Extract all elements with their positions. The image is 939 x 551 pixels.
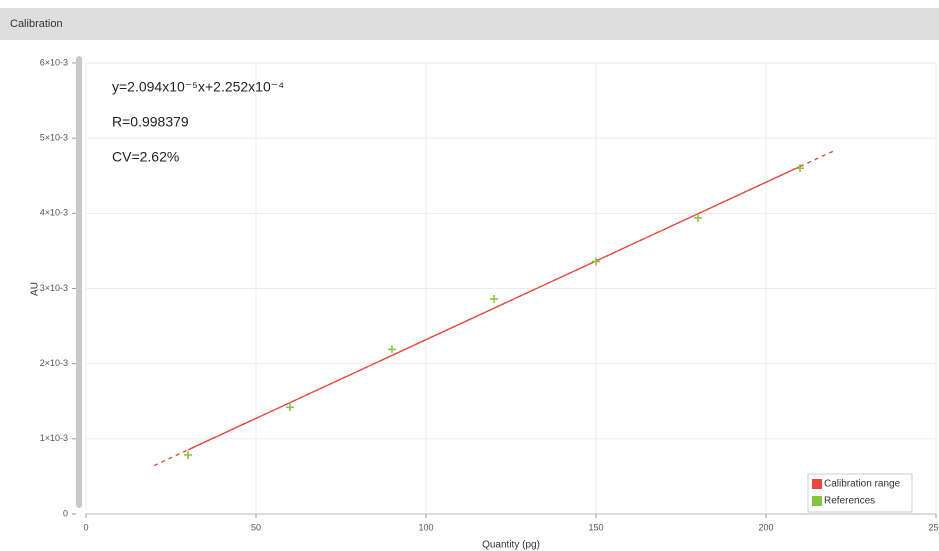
x-tick-label: 0	[83, 522, 88, 532]
reference-point	[286, 403, 294, 412]
scrollbar[interactable]	[76, 56, 82, 508]
legend-swatch	[812, 496, 822, 506]
reference-point	[388, 345, 396, 354]
extrapolation-line	[153, 150, 835, 467]
reference-point	[796, 164, 804, 173]
y-tick-label: 0	[63, 508, 68, 518]
calibration-line	[187, 165, 801, 451]
annotation: y=2.094x10⁻⁵x+2.252x10⁻⁴	[112, 79, 284, 95]
x-tick-label: 200	[758, 522, 773, 532]
reference-point	[694, 213, 702, 222]
header-title: Calibration	[10, 18, 63, 30]
x-tick-label: 50	[251, 522, 261, 532]
header-bar	[0, 8, 939, 40]
annotation: R=0.998379	[112, 114, 189, 130]
reference-point	[592, 257, 600, 266]
y-tick-label: 6×10-3	[40, 57, 68, 67]
x-axis-label: Quantity (pg)	[482, 540, 540, 551]
annotation: CV=2.62%	[112, 149, 179, 165]
y-tick-label: 2×10-3	[40, 358, 68, 368]
reference-point	[184, 450, 192, 459]
x-tick-label: 250	[928, 522, 939, 532]
y-tick-label: 1×10-3	[40, 433, 68, 443]
legend-swatch	[812, 479, 822, 489]
reference-point	[490, 295, 498, 304]
legend-box	[807, 473, 913, 513]
y-tick-label: 3×10-3	[40, 283, 68, 293]
y-axis-label: AU	[30, 282, 41, 296]
y-tick-label: 4×10-3	[40, 208, 68, 218]
x-tick-label: 100	[418, 522, 433, 532]
y-tick-label: 5×10-3	[40, 133, 68, 143]
legend-label: Calibration range	[824, 479, 901, 490]
x-tick-label: 150	[588, 522, 603, 532]
legend-label: References	[824, 496, 875, 507]
